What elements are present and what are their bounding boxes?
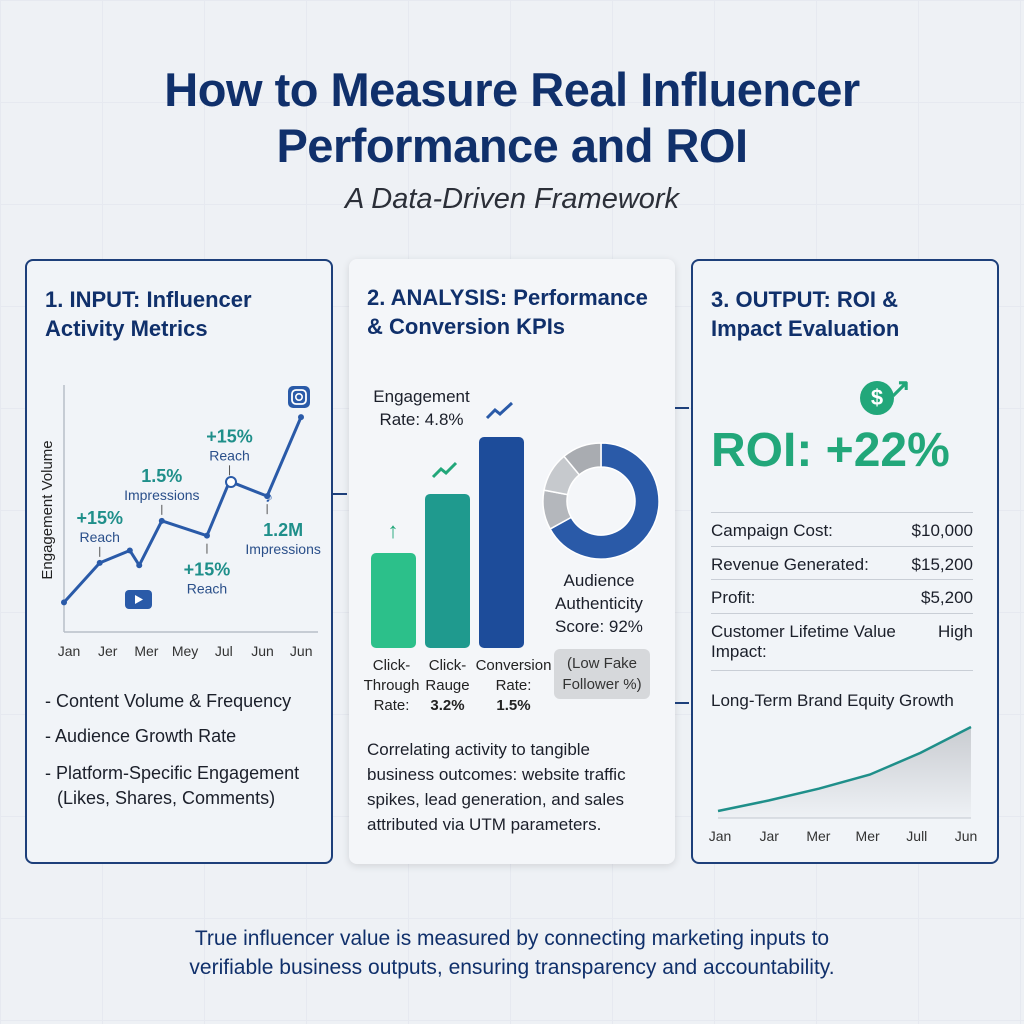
- roi-value: ROI: +22%: [711, 424, 950, 477]
- heading-line: 3. OUTPUT: ROI &: [711, 287, 899, 312]
- footer-note: True influencer value is measured by con…: [0, 924, 1024, 982]
- label-line: Engagement: [373, 387, 470, 406]
- connector-line: [333, 493, 347, 495]
- bullet-item: - Platform-Specific Engagement: [45, 763, 300, 783]
- heading-line: & Conversion KPIs: [367, 314, 566, 339]
- authenticity-score: Audience Authenticity Score: 92%: [537, 569, 661, 638]
- engagement-rate-label: Engagement Rate: 4.8%: [369, 385, 474, 431]
- metric-label: Campaign Cost:: [711, 521, 833, 540]
- metric-value: $5,200: [921, 588, 973, 607]
- bullet-item: - Audience Growth Rate: [45, 726, 237, 746]
- title-line: How to Measure Real Influencer: [164, 63, 860, 116]
- label-line: (Low Fake: [566, 655, 638, 672]
- panel-heading: 1. INPUT: Influencer Activity Metrics: [45, 285, 252, 343]
- arrow-up-right-icon: ↗: [889, 373, 911, 403]
- footer-line: verifiable business outputs, ensuring tr…: [189, 956, 835, 979]
- heading-line: 2. ANALYSIS: Performance: [367, 285, 648, 310]
- footer-line: True influencer value is measured by con…: [194, 927, 830, 950]
- page-subtitle: A Data-Driven Framework: [344, 183, 680, 215]
- bullet-item: (Likes, Shares, Comments): [57, 788, 276, 808]
- metric-label: Customer Lifetime Value Impact:: [711, 622, 896, 662]
- output-panel: 3. OUTPUT: ROI & Impact Evaluation $ ↗ RO…: [691, 259, 999, 864]
- metric-value: $15,200: [911, 555, 973, 574]
- description-line: spikes, lead generation, and sales: [367, 790, 625, 809]
- metric-row: Customer Lifetime Value Impact: High: [711, 613, 973, 671]
- dollar-growth-icon: $: [860, 381, 894, 415]
- bullet-item: - Content Volume & Frequency: [45, 691, 292, 711]
- label-line: Authenticity: [555, 594, 643, 613]
- connector-line: [675, 407, 689, 409]
- connector-line: [675, 702, 689, 704]
- metric-value: $10,000: [911, 521, 973, 540]
- heading-line: 1. INPUT: Influencer: [45, 287, 252, 312]
- label-line: Impact:: [711, 642, 767, 661]
- label-line: Score: 92%: [555, 617, 643, 636]
- page-title: How to Measure Real Influencer Performanc…: [0, 62, 1024, 174]
- growth-chart-title: Long-Term Brand Equity Growth: [711, 691, 954, 710]
- metric-row: Campaign Cost: $10,000: [711, 512, 973, 541]
- fake-follower-badge: (Low Fake Follower %): [554, 649, 650, 699]
- label-line: Audience: [563, 571, 635, 590]
- panel-heading: 2. ANALYSIS: Performance & Conversion KPI…: [367, 283, 648, 341]
- analysis-panel: 2. ANALYSIS: Performance & Conversion KPI…: [349, 259, 675, 864]
- metric-label: Profit:: [711, 588, 756, 607]
- label-line: Customer Lifetime Value: [711, 622, 896, 641]
- heading-line: Impact Evaluation: [711, 316, 900, 341]
- metric-row: Revenue Generated: $15,200: [711, 546, 973, 575]
- description-line: Correlating activity to tangible: [367, 740, 591, 759]
- label-line: Rate: 4.8%: [379, 410, 464, 429]
- metric-row: Profit: $5,200: [711, 579, 973, 608]
- description-line: business outcomes: website traffic: [367, 765, 626, 784]
- metric-label: Revenue Generated:: [711, 555, 869, 574]
- description-line: attributed via UTM parameters.: [367, 815, 602, 834]
- metric-value: High: [938, 622, 973, 641]
- title-line: Performance and ROI: [276, 119, 748, 172]
- heading-line: Activity Metrics: [45, 316, 208, 341]
- label-line: Follower %): [562, 676, 642, 693]
- analysis-description: Correlating activity to tangible busines…: [367, 737, 626, 837]
- panel-heading: 3. OUTPUT: ROI & Impact Evaluation: [711, 285, 899, 343]
